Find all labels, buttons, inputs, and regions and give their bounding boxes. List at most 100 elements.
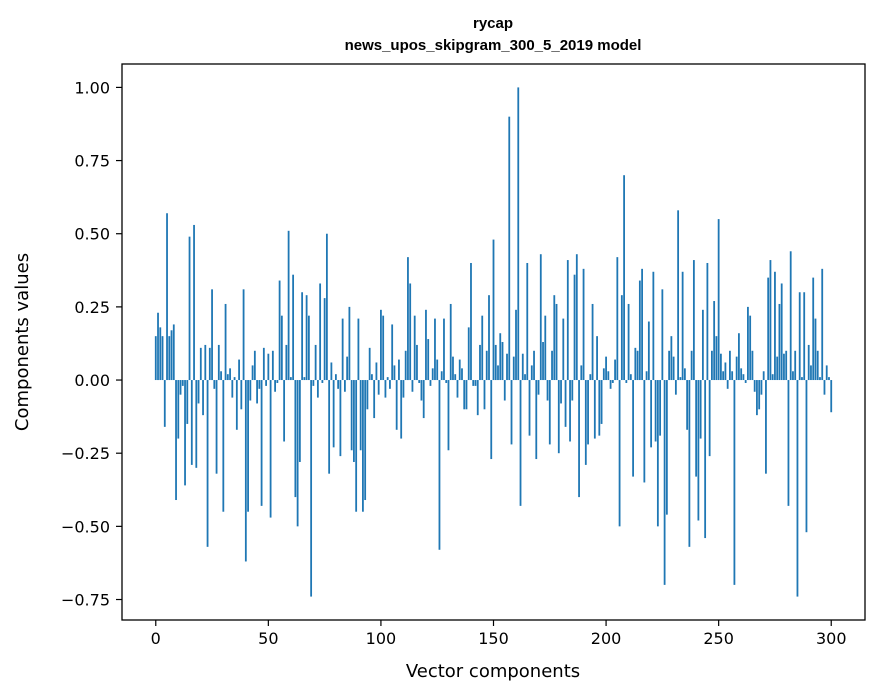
bar <box>341 318 344 381</box>
bar <box>807 344 810 381</box>
bar <box>316 380 319 398</box>
bar <box>172 324 175 381</box>
bar <box>269 380 272 518</box>
bar <box>616 257 619 381</box>
bar <box>314 344 317 381</box>
x-tick-label: 0 <box>151 629 161 648</box>
bar <box>251 365 254 381</box>
bar <box>398 359 400 381</box>
bar <box>699 380 702 439</box>
bar <box>701 309 704 381</box>
bar <box>274 380 276 392</box>
bar <box>564 380 567 427</box>
bar <box>638 280 641 381</box>
bar <box>598 380 601 436</box>
bar <box>159 327 162 381</box>
bar <box>794 350 797 381</box>
bar <box>400 380 403 439</box>
bar <box>344 380 346 392</box>
y-tick-label: 0.00 <box>74 371 110 390</box>
bar <box>647 321 650 381</box>
bar <box>407 257 409 381</box>
bar <box>328 380 331 474</box>
x-axis: 0 50 100 150 200 250 300 <box>151 620 847 648</box>
bar <box>668 350 671 381</box>
bar <box>425 309 427 381</box>
bar <box>449 303 452 381</box>
bar <box>409 283 412 381</box>
bar <box>168 336 171 381</box>
bar <box>285 344 288 381</box>
y-tick-label: −0.75 <box>61 591 110 610</box>
bar <box>350 380 353 451</box>
bar <box>240 380 243 410</box>
bar <box>278 280 281 381</box>
bar <box>562 318 565 381</box>
bars <box>154 87 833 597</box>
bar <box>692 260 695 381</box>
bar <box>332 380 335 448</box>
bar <box>226 374 229 381</box>
bar <box>828 377 830 381</box>
x-tick-label: 50 <box>258 629 278 648</box>
bar <box>452 356 454 381</box>
bar <box>546 380 549 401</box>
bar <box>787 380 790 506</box>
bar <box>161 336 164 381</box>
bar <box>729 350 731 381</box>
bar <box>663 380 666 585</box>
bar <box>202 380 204 416</box>
bar <box>253 350 256 381</box>
bar <box>618 380 621 527</box>
bar <box>393 365 396 381</box>
bar <box>157 312 159 381</box>
bar <box>771 374 774 381</box>
bar <box>557 380 560 454</box>
bar <box>566 260 569 381</box>
bar <box>537 380 540 395</box>
bar <box>825 365 828 381</box>
bar <box>375 362 378 381</box>
bar <box>474 380 477 386</box>
bar <box>539 254 542 381</box>
bar <box>438 380 441 550</box>
bar <box>659 380 662 436</box>
bar <box>641 268 643 381</box>
bar <box>645 371 648 381</box>
bar <box>472 380 475 386</box>
bar <box>416 344 418 381</box>
y-tick-label: 0.75 <box>74 152 110 171</box>
bar <box>339 380 342 457</box>
bar <box>801 377 803 381</box>
bar <box>389 380 391 389</box>
bar <box>224 303 227 381</box>
bar <box>483 380 486 410</box>
bar <box>220 371 222 381</box>
x-tick-label: 100 <box>366 629 397 648</box>
bar <box>458 359 461 381</box>
bar <box>312 380 315 386</box>
bar <box>713 301 716 381</box>
bar <box>179 380 182 395</box>
bar <box>767 277 770 381</box>
y-tick-label: 1.00 <box>74 78 110 97</box>
bar <box>431 368 434 381</box>
bar <box>665 380 668 515</box>
bar <box>510 380 513 445</box>
bar <box>386 377 389 381</box>
bar <box>762 371 765 381</box>
bar <box>280 315 283 381</box>
bar <box>560 380 562 404</box>
bar <box>215 380 218 474</box>
bar <box>366 380 369 410</box>
bar <box>276 380 279 383</box>
bar <box>175 380 177 501</box>
bar <box>803 292 806 381</box>
bar <box>711 350 713 381</box>
bar <box>810 365 812 381</box>
x-tick-label: 150 <box>478 629 509 648</box>
bar <box>368 347 371 381</box>
bar <box>494 344 497 381</box>
bar <box>582 268 585 381</box>
